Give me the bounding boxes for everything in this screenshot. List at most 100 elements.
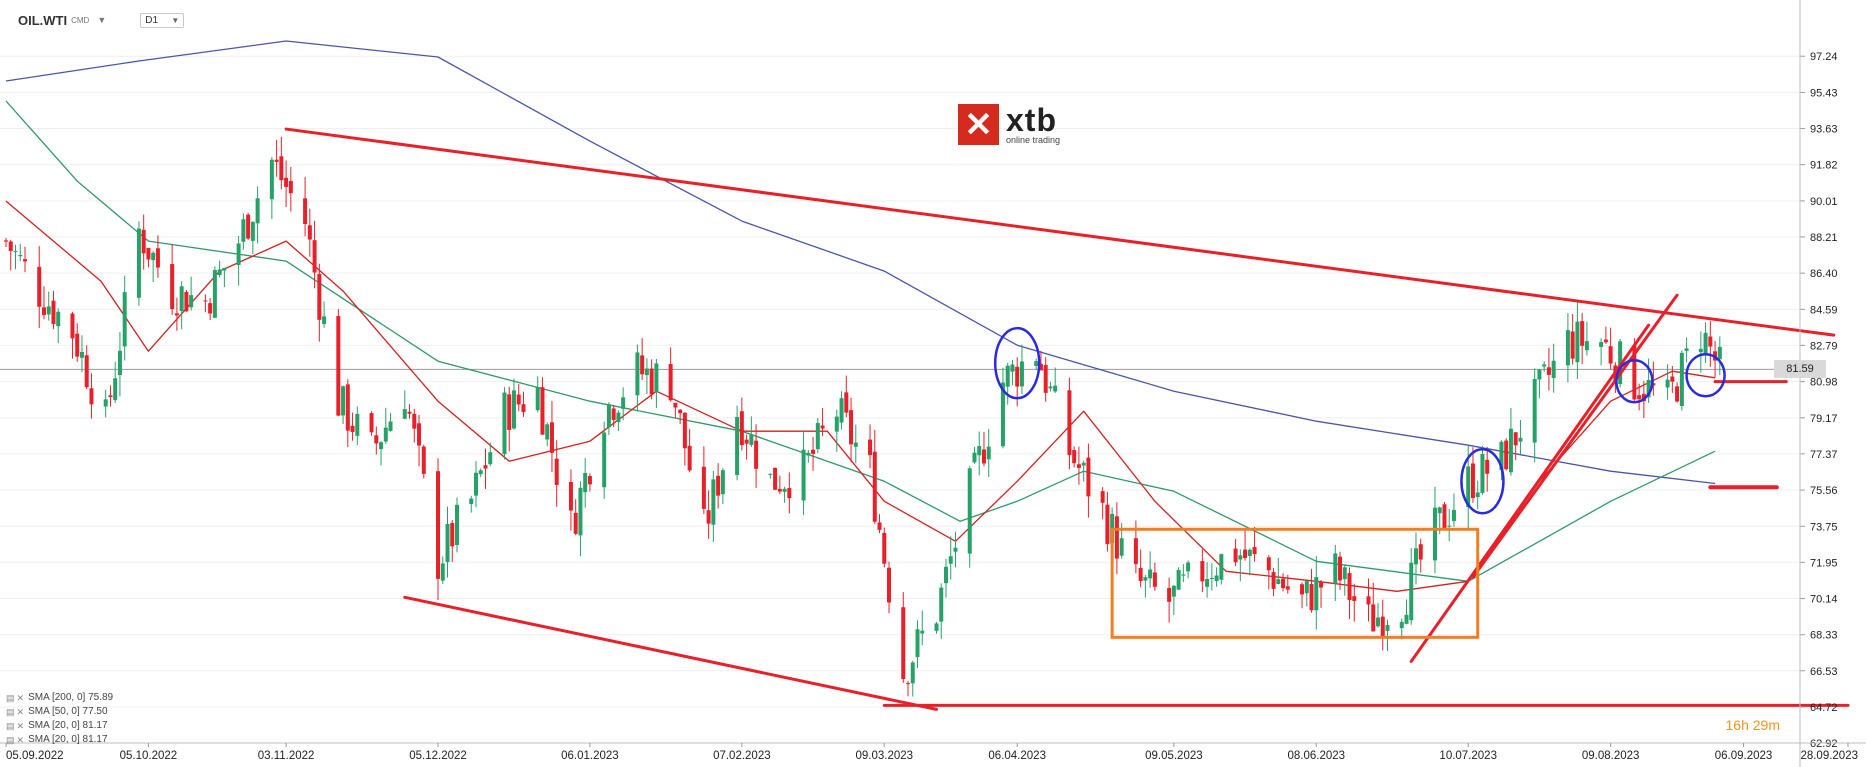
candle-body (1409, 562, 1414, 621)
candle-body (587, 476, 592, 485)
close-icon[interactable]: ✕ (16, 735, 25, 745)
candle-body (972, 452, 977, 463)
candle-body (1684, 348, 1689, 351)
price-tick-label: 73.75 (1810, 521, 1838, 533)
settings-icon[interactable]: ▤ (6, 735, 15, 745)
candle-body (117, 350, 122, 376)
candle-body (1575, 321, 1580, 363)
candle-body (1181, 574, 1186, 576)
time-tick-label: 06.09.2023 (1715, 750, 1773, 762)
candle-body (716, 475, 721, 496)
symbol-label[interactable]: OIL.WTI (18, 12, 68, 28)
candle-body (1285, 586, 1290, 590)
candle-body (46, 306, 51, 315)
candle-body (1019, 361, 1024, 387)
candle-body (269, 159, 274, 200)
candle-body (37, 266, 42, 307)
candle-body (1451, 509, 1456, 522)
candle-body (768, 473, 773, 475)
settings-icon[interactable]: ▤ (6, 693, 15, 703)
close-icon[interactable]: ✕ (16, 721, 25, 731)
candle-body (8, 241, 13, 251)
chevron-down-icon: ▼ (171, 15, 180, 25)
candle-body (174, 313, 179, 316)
candle-body (369, 413, 374, 433)
candle-body (1148, 569, 1153, 579)
candle-body (13, 251, 18, 253)
settings-icon[interactable]: ▤ (6, 707, 15, 717)
legend-item[interactable]: ▤ ✕ SMA [20, 0] 81.17 (6, 719, 113, 733)
legend-item[interactable]: ▤ ✕ SMA [50, 0] 77.50 (6, 705, 113, 719)
candle-body (122, 292, 127, 347)
candle-body (1048, 386, 1053, 389)
candle-body (635, 352, 640, 396)
candle-body (1717, 346, 1722, 360)
candle-body (1470, 463, 1475, 499)
legend-item[interactable]: ▤ ✕ SMA [20, 0] 81.17 (6, 733, 113, 747)
candle-body (701, 466, 706, 509)
candle-body (1599, 342, 1604, 348)
candle-body (79, 351, 84, 358)
candle-body (1546, 367, 1551, 375)
candle-body (1100, 491, 1105, 503)
candle-body (1551, 360, 1556, 379)
candle-body (754, 440, 759, 469)
candle-body (915, 629, 920, 658)
chart-header: OIL.WTI CMD ▼ D1 ▼ (18, 10, 185, 30)
close-icon[interactable]: ✕ (16, 707, 25, 717)
chevron-down-icon[interactable]: ▼ (97, 15, 107, 25)
highlight-circle (1615, 358, 1654, 404)
timeframe-select[interactable]: D1 ▼ (140, 12, 185, 28)
candle-body (170, 263, 175, 310)
candle-body (1067, 390, 1072, 456)
candle-body (355, 413, 360, 436)
candle-body (583, 472, 588, 493)
candle-body (682, 412, 687, 449)
candle-body (436, 471, 441, 579)
price-tick-label: 70.14 (1810, 594, 1838, 606)
candle-body (773, 467, 778, 490)
legend-item[interactable]: ▤ ✕ SMA [200, 0] 75.89 (6, 691, 113, 705)
candle-body (910, 662, 915, 684)
candle-body (1513, 432, 1518, 446)
candle-body (1698, 348, 1703, 353)
candle-body (307, 225, 312, 240)
candle-body (75, 333, 80, 357)
candle-body (507, 394, 512, 430)
candle-body (1266, 557, 1271, 571)
logo-mark-icon: ✕ (958, 104, 999, 145)
candle-body (868, 439, 873, 456)
candle-body (1418, 544, 1423, 560)
candle-body (217, 269, 222, 276)
candle-body (535, 387, 540, 411)
candle-body (1119, 538, 1124, 556)
candle-body (108, 395, 113, 397)
consolidation-box (1110, 527, 1480, 639)
logo-text: xtb online trading (1006, 104, 1060, 145)
candle-body (1447, 525, 1452, 527)
price-tick-label: 97.24 (1810, 51, 1838, 63)
settings-icon[interactable]: ▤ (6, 721, 15, 731)
close-icon[interactable]: ✕ (16, 693, 25, 703)
candle-body (1252, 547, 1257, 555)
candle-body (1114, 516, 1119, 559)
candle-body (511, 390, 516, 429)
price-tick-label: 95.43 (1810, 87, 1838, 99)
candle-body (284, 177, 289, 187)
candle-body (1000, 382, 1005, 447)
candle-body (1176, 569, 1181, 590)
price-tick-label: 79.17 (1810, 413, 1838, 425)
highlight-circle (1460, 448, 1505, 515)
candle-body (141, 229, 146, 254)
time-tick-label: 09.08.2023 (1582, 750, 1640, 762)
candle-body (155, 248, 160, 268)
candle-body (1053, 385, 1058, 392)
candle-body (872, 451, 877, 522)
candle-body (820, 425, 825, 429)
candle-body (545, 424, 550, 440)
candle-body (815, 423, 820, 450)
candle-body (1143, 577, 1148, 581)
candle-body (312, 240, 317, 273)
candle-body (1304, 581, 1309, 594)
